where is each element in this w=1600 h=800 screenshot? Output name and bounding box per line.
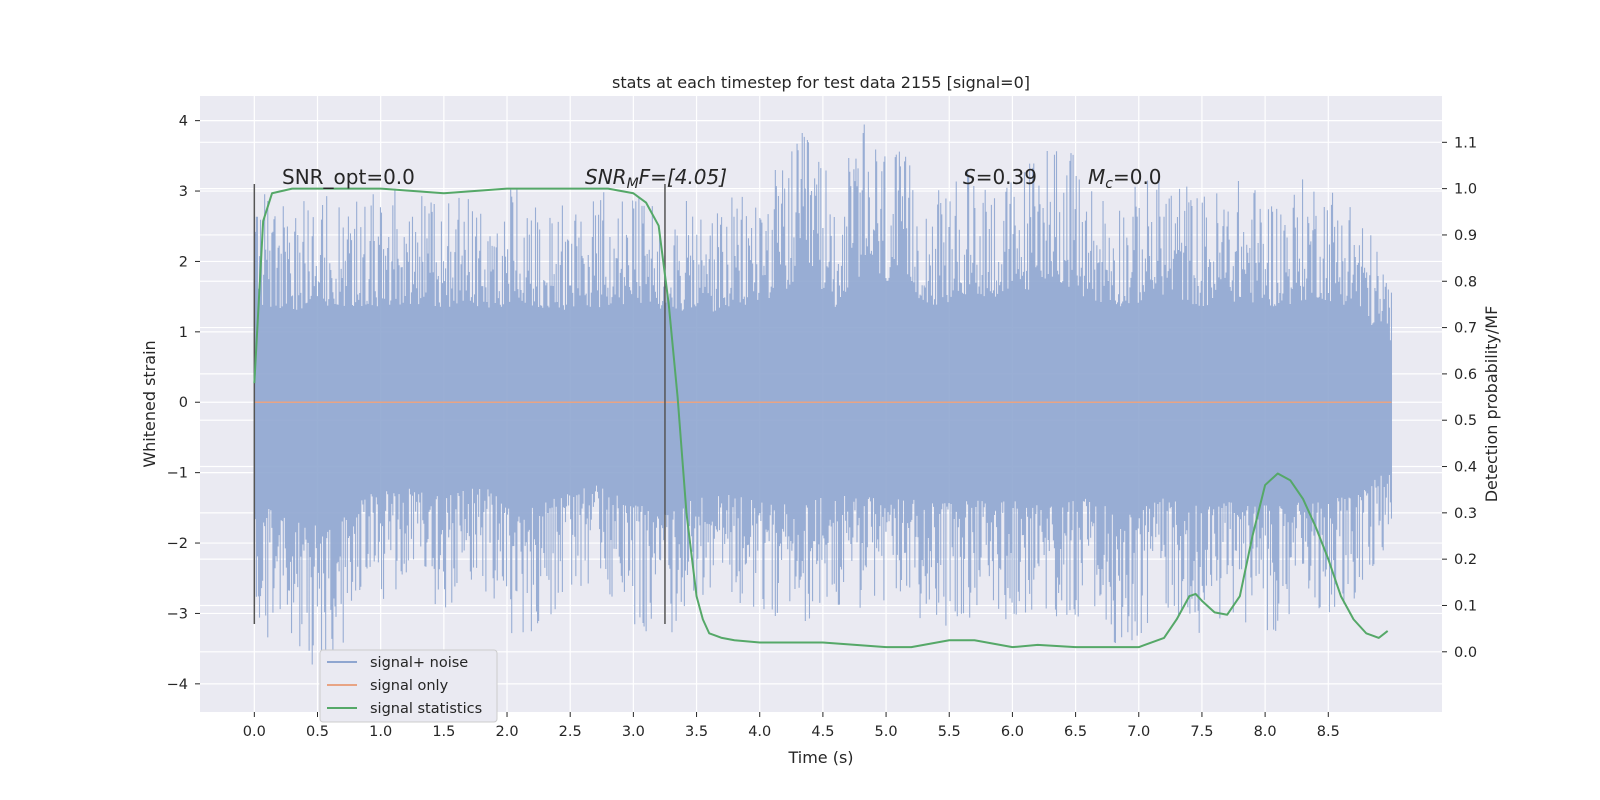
y-right-tick-label: 0.4 <box>1454 460 1477 476</box>
x-tick-label: 7.5 <box>1190 724 1213 740</box>
x-tick-label: 8.0 <box>1254 724 1277 740</box>
legend-label-signal-only: signal only <box>370 678 449 694</box>
annotation-mc-sub: c <box>1105 176 1113 192</box>
y-left-tick-label: 2 <box>179 254 188 270</box>
x-tick-label: 8.5 <box>1317 724 1340 740</box>
y-right-tick-label: 0.1 <box>1454 598 1477 614</box>
y-left-tick-label: 1 <box>179 325 188 341</box>
y-right-tick-label: 1.1 <box>1454 135 1477 151</box>
y-right-tick-label: 1.0 <box>1454 182 1477 198</box>
x-tick-label: 0.5 <box>306 724 329 740</box>
x-tick-label: 6.0 <box>1001 724 1024 740</box>
y-right-tick-label: 0.7 <box>1454 321 1477 337</box>
annotation-mc: Mc=0.0 <box>1088 165 1162 192</box>
x-tick-label: 3.0 <box>622 724 645 740</box>
y-right-tick-label: 0.8 <box>1454 274 1477 290</box>
x-tick-label: 4.5 <box>811 724 834 740</box>
y-right-tick-label: 0.0 <box>1454 645 1477 661</box>
signal-statistics-line <box>253 187 1389 649</box>
x-axis-label: Time (s) <box>787 748 853 767</box>
legend-label-signal-noise: signal+ noise <box>370 655 468 671</box>
legend: signal+ noise signal only signal statist… <box>319 649 498 723</box>
y-right-tick-label: 0.3 <box>1454 506 1477 522</box>
annotation-mc-prefix: M <box>1088 165 1105 189</box>
x-tick-label: 2.0 <box>495 724 518 740</box>
annotation-s-value: =0.39 <box>976 165 1037 189</box>
y-left-tick-label: 4 <box>179 114 188 130</box>
x-tick-label: 3.5 <box>685 724 708 740</box>
y-right-tick-label: 0.5 <box>1454 413 1477 429</box>
annotation-s-prefix: S <box>963 165 976 189</box>
y-right-tick-label: 0.2 <box>1454 552 1477 568</box>
y-left-axis-label: Whitened strain <box>140 340 159 467</box>
y-left-tick-label: −3 <box>167 606 188 622</box>
x-tick-label: 2.5 <box>559 724 582 740</box>
annotation-snr-mf-sub: M <box>627 176 639 192</box>
y-left-tick-label: −4 <box>167 677 188 693</box>
annotation-s: S=0.39 <box>963 165 1037 189</box>
annotation-snr-mf-prefix: SNR <box>585 165 627 189</box>
vertical-markers <box>253 184 666 624</box>
x-tick-label: 5.0 <box>875 724 898 740</box>
x-tick-label: 6.5 <box>1064 724 1087 740</box>
chart-title: stats at each timestep for test data 215… <box>612 73 1030 92</box>
y-right-axis-label: Detection probability/MF <box>1482 306 1501 503</box>
y-left-tick-label: 3 <box>179 184 188 200</box>
y-left-axis-ticks: −4 −3 −2 −1 0 1 2 3 4 <box>167 114 200 693</box>
x-axis-ticks: 0.0 0.5 1.0 1.5 2.0 2.5 3.0 3.5 4.0 4.5 5.0 5.5 6.0 6… <box>243 712 1340 740</box>
y-right-tick-label: 0.9 <box>1454 228 1477 244</box>
y-left-tick-label: 0 <box>179 395 188 411</box>
legend-box <box>319 649 498 723</box>
y-left-tick-label: −1 <box>167 466 188 482</box>
annotation-snr-mf: SNRMF=[4.05] <box>585 165 727 192</box>
x-tick-label: 7.0 <box>1127 724 1150 740</box>
signal-statistics-series <box>253 187 1389 649</box>
x-tick-label: 4.0 <box>748 724 771 740</box>
y-right-tick-label: 0.6 <box>1454 367 1477 383</box>
annotation-mc-value: =0.0 <box>1113 165 1162 189</box>
annotation-snr-opt: SNR_opt=0.0 <box>282 165 415 189</box>
y-right-axis-ticks: 0.0 0.1 0.2 0.3 0.4 0.5 0.6 0.7 0.8 0.9 1.0 1.1 <box>1442 135 1477 661</box>
legend-label-signal-statistics: signal statistics <box>370 701 482 717</box>
x-tick-label: 1.0 <box>369 724 392 740</box>
x-tick-label: 0.0 <box>243 724 266 740</box>
annotation-snr-mf-f: F=[4.05] <box>639 165 727 189</box>
x-tick-label: 1.5 <box>432 724 455 740</box>
y-left-tick-label: −2 <box>167 536 188 552</box>
x-tick-label: 5.5 <box>938 724 961 740</box>
